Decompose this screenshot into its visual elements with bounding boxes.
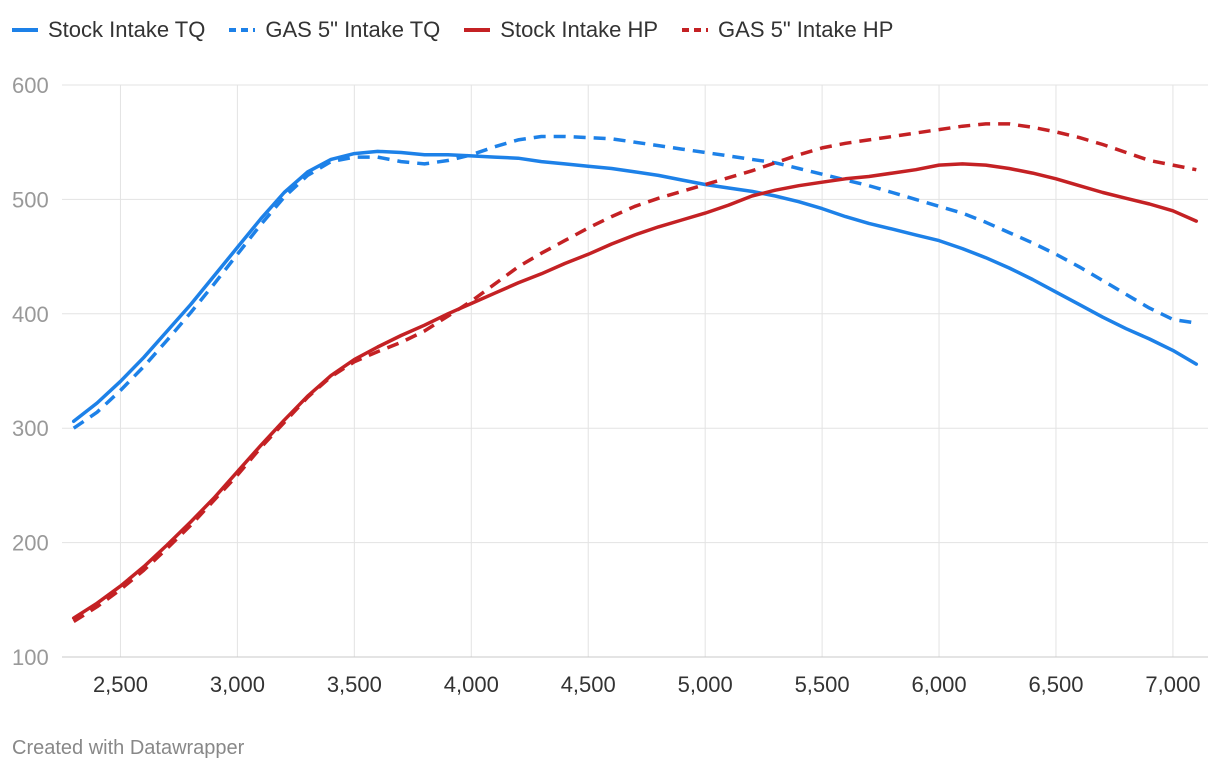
y-tick-label: 100 [12,645,49,670]
series-line-3 [71,162,1199,620]
x-tick-label: 7,000 [1145,672,1200,697]
y-tick-label: 600 [12,73,49,98]
legend-item-1: Stock Intake TQ [12,17,205,43]
series-lines [71,122,1199,623]
x-tick-label: 6,500 [1028,672,1083,697]
legend-item-2: GAS 5" Intake TQ [229,17,440,43]
legend-label: Stock Intake HP [500,17,659,42]
legend-label: GAS 5" Intake TQ [265,17,441,42]
grid-lines [62,84,1208,658]
x-tick-label: 4,000 [444,672,499,697]
legend-label: GAS 5" Intake HP [718,17,894,42]
y-axis-ticks: 100 200 300 400 500 600 [12,73,49,670]
legend-swatch [682,28,709,32]
x-tick-label: 4,500 [561,672,616,697]
y-tick-label: 200 [12,531,49,556]
y-tick-label: 500 [12,187,49,212]
x-tick-label: 3,500 [327,672,382,697]
legend-item-4: GAS 5" Intake HP [682,17,893,43]
legend-swatch [12,28,38,32]
series-line-1 [71,149,1199,424]
x-tick-label: 5,000 [678,672,733,697]
y-tick-label: 400 [12,302,49,327]
legend-item-3: Stock Intake HP [464,17,658,43]
series-line-4 [72,122,1197,623]
x-tick-label: 3,000 [210,672,265,697]
datawrapper-credit: Created with Datawrapper [12,737,245,759]
legend-swatch [464,28,491,32]
y-tick-label: 300 [12,416,49,441]
x-tick-label: 5,500 [795,672,850,697]
x-tick-label: 6,000 [912,672,967,697]
x-axis-ticks: 2,500 3,000 3,500 4,000 4,500 5,000 5,500 6,000… [93,672,1201,697]
legend-swatch [229,28,256,32]
series-line-2 [72,134,1197,430]
chart-legend: Stock Intake TQ GAS 5" Intake TQ Stock Int… [12,14,917,46]
legend-label: Stock Intake TQ [48,17,206,42]
x-tick-label: 2,500 [93,672,148,697]
